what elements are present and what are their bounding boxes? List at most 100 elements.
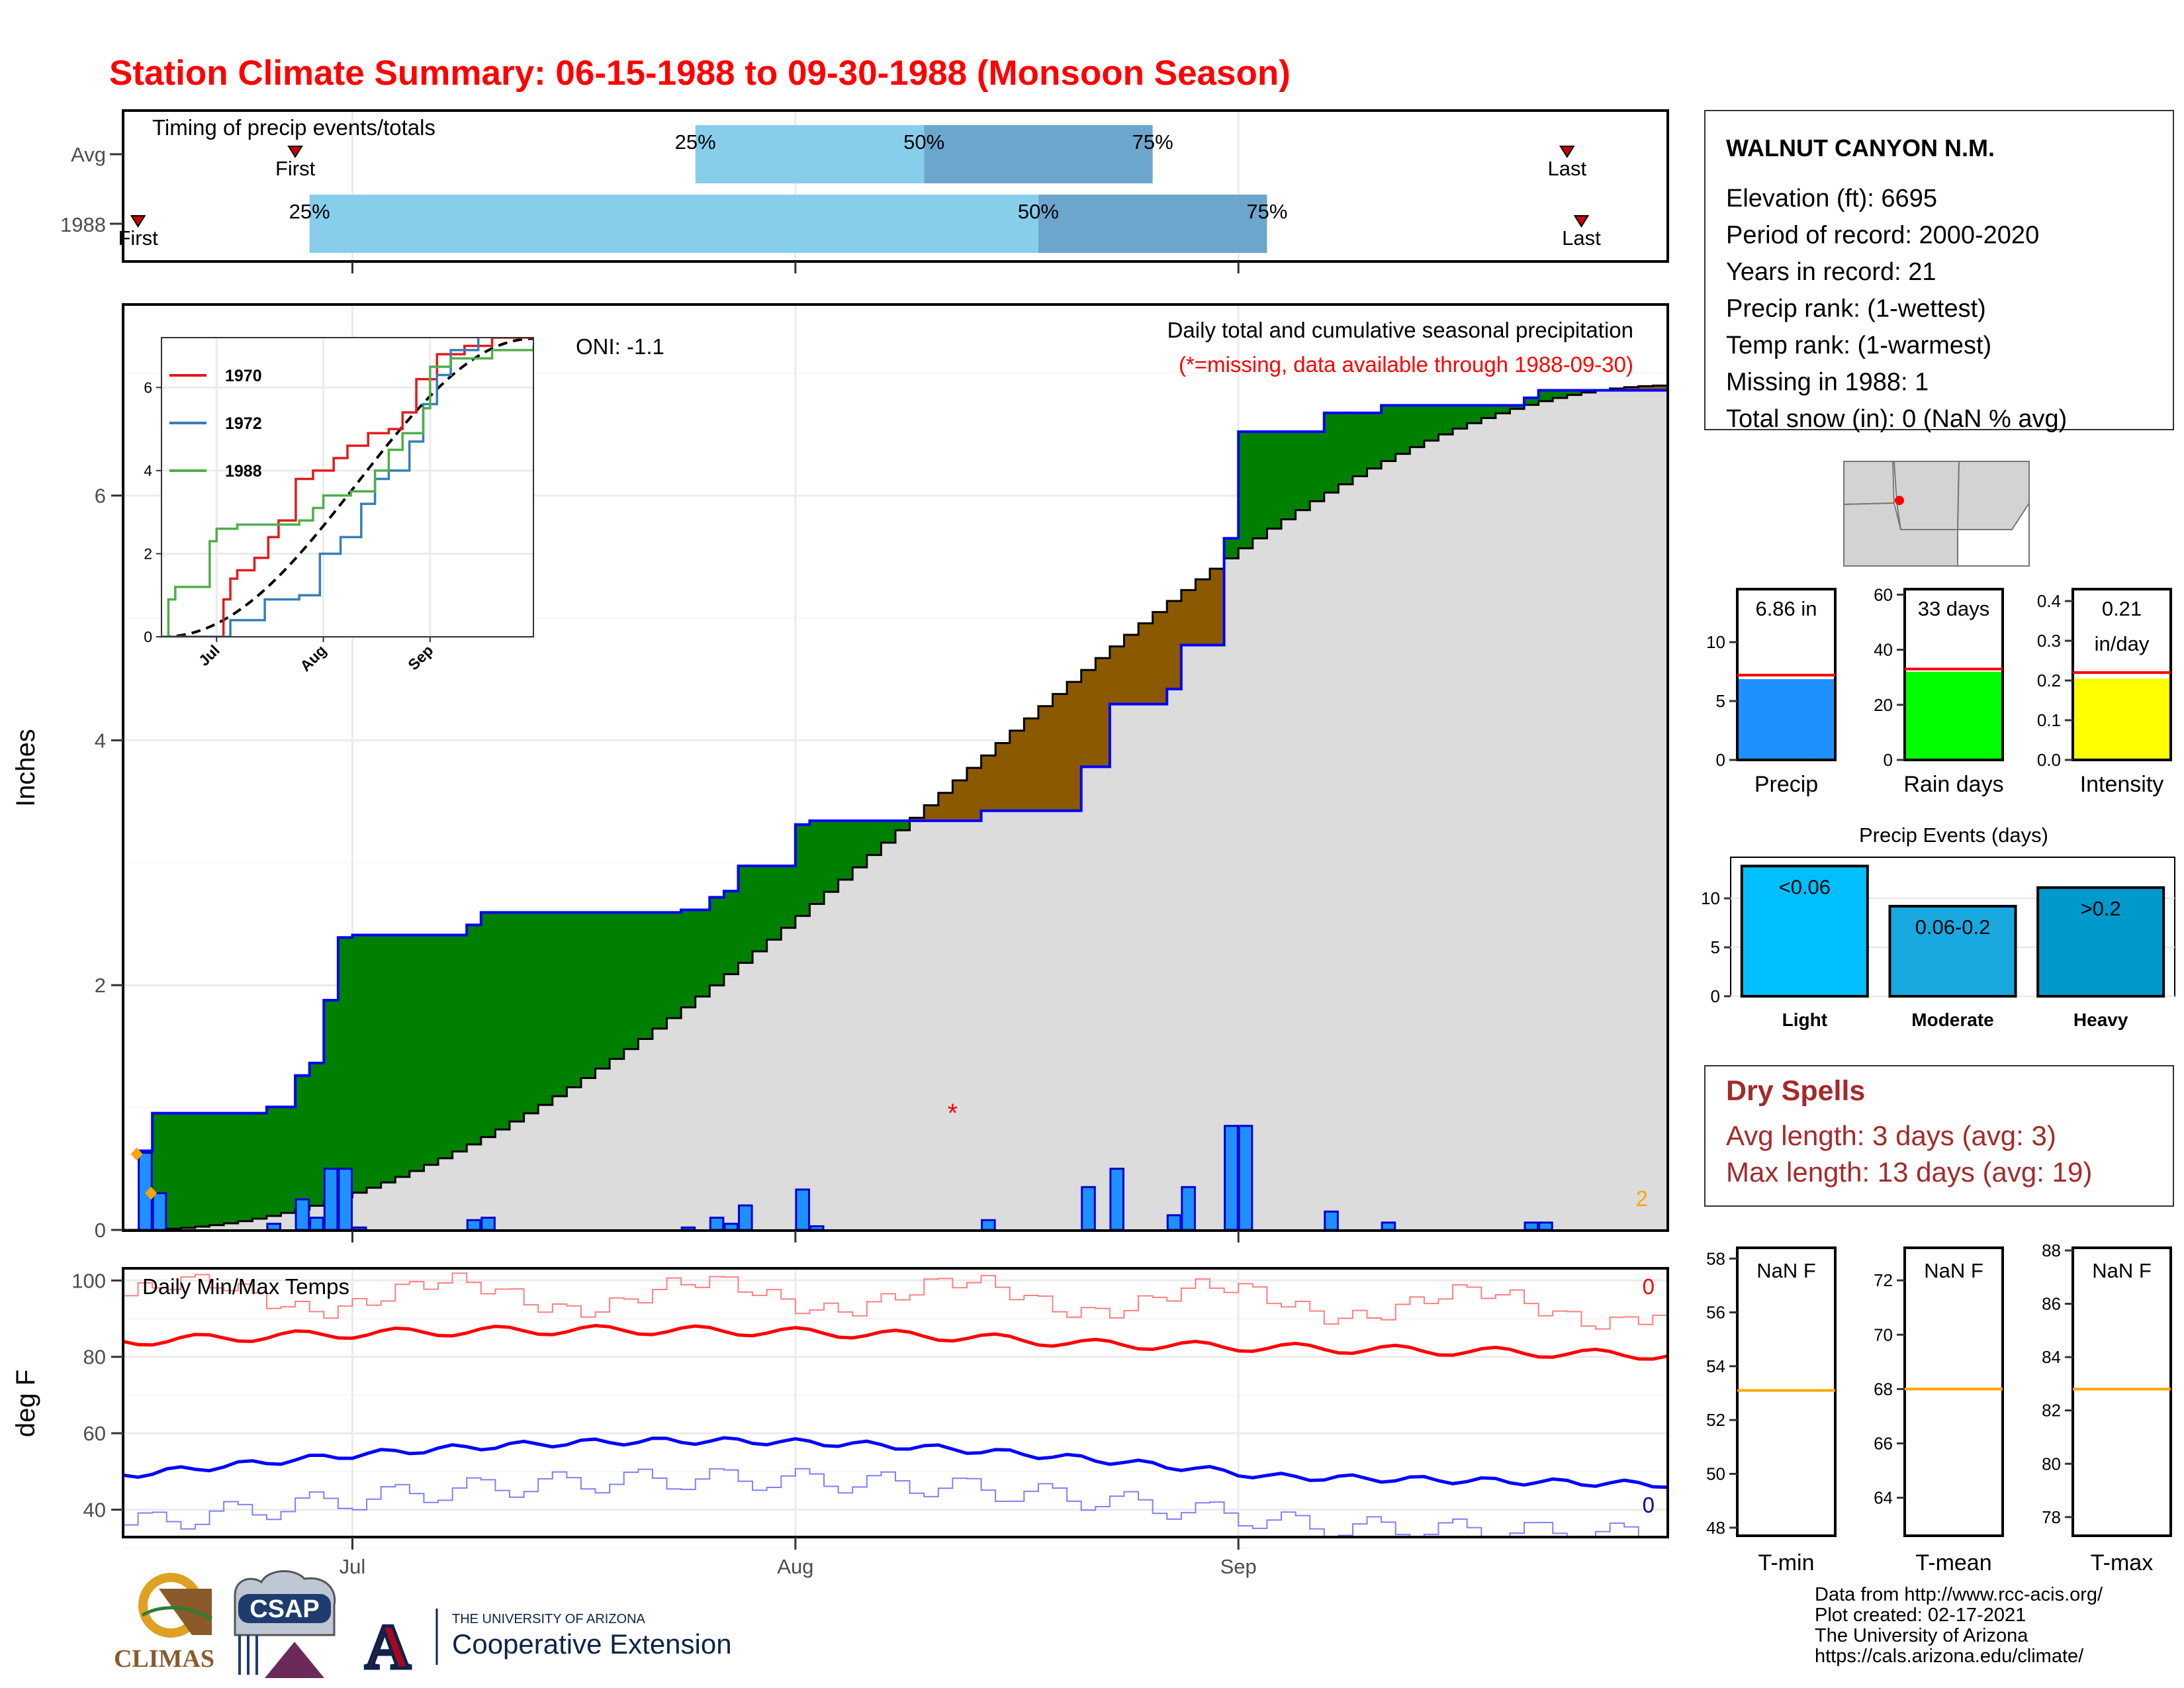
timing-bar-q50-q75 (1038, 195, 1267, 253)
precip-anomaly-segment (1095, 658, 1111, 767)
dry-spells-avg: Avg length: 3 days (avg: 3) (1726, 1120, 2056, 1151)
summary-bar-value: 33 days (1918, 597, 1990, 620)
climas-logo: CLIMAS (114, 1573, 214, 1673)
record-precip-marker (130, 1147, 143, 1161)
timing-first-label: First (118, 226, 158, 250)
main-caption: Daily total and cumulative seasonal prec… (1167, 318, 1633, 342)
daily-precip-bar (809, 1225, 825, 1230)
temp-summary-frame (1903, 1246, 2004, 1537)
climas-logo-text: CLIMAS (114, 1645, 214, 1673)
precip-anomaly-segment (1281, 432, 1297, 520)
precip-anomaly-segment (738, 866, 753, 963)
temp-summary-t-min: NaN F 48 50 52 54 56 58 T-min (1706, 1246, 1837, 1575)
summary-bar-label: Rain days (1903, 772, 2003, 797)
precip-anomaly-segment (266, 1107, 282, 1216)
precip-anomaly-segment (866, 820, 882, 855)
precip-anomaly-segment (809, 820, 825, 904)
precip-events-chart: Precip Events (days) 0 5 10 <0.06 Light 0.06-… (1701, 823, 2175, 1030)
precip-anomaly-segment (938, 792, 953, 821)
missing-note: (*=missing, data available through 1988-… (1179, 352, 1633, 377)
daily-precip-bar (266, 1223, 282, 1230)
daily-precip-bar (1109, 1168, 1124, 1230)
precip-anomaly-segment (666, 912, 682, 1018)
hot-days-count: 0 (1643, 1274, 1655, 1299)
average-max-temp-line (124, 1323, 1667, 1361)
record-precip-marker (145, 1186, 158, 1200)
temp-summary-frame (2071, 1246, 2172, 1537)
daily-precip-bar (680, 1226, 696, 1230)
inset-y-tick-label: 0 (144, 628, 152, 645)
precip-anomaly-segment (424, 935, 439, 1165)
temp-summary-label: T-min (1758, 1550, 1815, 1575)
precip-anomaly-segment (1238, 432, 1253, 549)
timing-last-label: Last (1562, 226, 1601, 250)
daily-precip-bar (981, 1219, 996, 1230)
timing-panel: 25% 50% 75% First Last 25% 50% 75% First Last Tim… (60, 109, 1669, 263)
timing-first-label: First (275, 157, 316, 180)
timing-label-q75: 75% (1132, 130, 1173, 154)
precip-anomaly-segment (467, 925, 482, 1145)
station-info-line: Years in record: 21 (1726, 258, 1936, 286)
precip-anomaly-segment (1453, 405, 1468, 429)
daily-precip-bar (1324, 1210, 1339, 1230)
precip-anomaly-segment (1124, 634, 1139, 704)
summary-bar-value: 6.86 in (1755, 597, 1817, 620)
summary-bar-tick-label: 5 (1716, 691, 1725, 711)
figure-title: Station Climate Summary: 06-15-1988 to 0… (109, 54, 1291, 93)
station-info-line: Precip rank: (1-wettest) (1726, 295, 1986, 323)
summary-bar-label: Precip (1754, 772, 1818, 797)
precip-anomaly-segment (766, 866, 782, 940)
precip-anomaly-segment (1210, 569, 1225, 645)
precip-anomaly-segment (595, 912, 610, 1069)
precip-anomaly-segment (995, 743, 1011, 811)
inset-x-tick-label: Sep (404, 641, 436, 673)
average-min-temp-line (124, 1436, 1667, 1489)
precip-anomaly-segment (1295, 432, 1310, 510)
ua-block-a: A (365, 1611, 410, 1682)
main-y-axis-label: Inches (11, 729, 40, 807)
station-info-line: Temp rank: (1-warmest) (1726, 332, 1991, 359)
precip-anomaly-segment (480, 912, 496, 1137)
footer-line: The University of Arizona (1815, 1625, 2028, 1646)
temp-summary-tick-label: 86 (2042, 1294, 2061, 1314)
daily-precip-bar (1224, 1125, 1239, 1230)
inset-legend-label: 1988 (225, 462, 262, 481)
footer-line: Plot created: 02-17-2021 (1815, 1605, 2026, 1626)
daily-precip-bar (1081, 1186, 1096, 1230)
precip-anomaly-segment (752, 866, 768, 952)
missing-count: 2 (1636, 1186, 1648, 1211)
precip-events-tick-label: 5 (1711, 937, 1720, 957)
summary-bar-value: 0.21 (2102, 597, 2142, 620)
average-cumulative-line (124, 384, 1667, 1230)
temp-summary-t-max: NaN F 78 80 82 84 86 88 T-max (2042, 1241, 2172, 1575)
precip-anomaly-segment (295, 1075, 310, 1210)
summary-bar-frame (1903, 588, 2004, 761)
temp-summary-value: NaN F (1924, 1259, 1983, 1282)
summary-bar-charts: 6.86 in 0 5 10 Precip 33 days 0 20 40 60 Rain days… (1706, 585, 2172, 797)
station-info-line: Period of record: 2000-2020 (1726, 222, 2039, 250)
precip-anomaly-segment (895, 820, 911, 831)
precip-anomaly-segment (1395, 405, 1410, 454)
precip-anomaly-segment (1638, 386, 1654, 391)
summary-bar-fill (2073, 679, 2171, 760)
summary-bar-tick-label: 0.0 (2037, 750, 2061, 770)
temp-summary-tick-label: 80 (2042, 1454, 2061, 1474)
precip-anomaly-segment (352, 935, 367, 1193)
precip-anomaly-segment (610, 912, 625, 1059)
precip-anomaly-segment (238, 1113, 253, 1221)
summary-bar-precip: 6.86 in 0 5 10 Precip (1706, 588, 1837, 797)
summary-bar-tick-label: 0.1 (2037, 710, 2061, 730)
freeze-days-count: 0 (1643, 1493, 1655, 1517)
summary-bar-tick-label: 0.3 (2037, 631, 2061, 651)
precip-anomaly-segment (281, 1107, 296, 1213)
daily-precip-bar (351, 1226, 367, 1230)
main-precip-panel: 0 2 4 6 Inches ONI: -1.1 Daily total and cu… (11, 303, 1669, 1242)
precip-anomaly-segment (381, 935, 396, 1183)
precip-anomaly-segment (881, 820, 896, 843)
precip-anomaly-segment (1024, 718, 1039, 811)
precip-events-category: Moderate (1911, 1009, 1993, 1030)
precip-anomaly-segment (1553, 390, 1568, 399)
daily-precip-bar (1538, 1221, 1553, 1230)
main-y-tick-label: 2 (95, 974, 106, 997)
